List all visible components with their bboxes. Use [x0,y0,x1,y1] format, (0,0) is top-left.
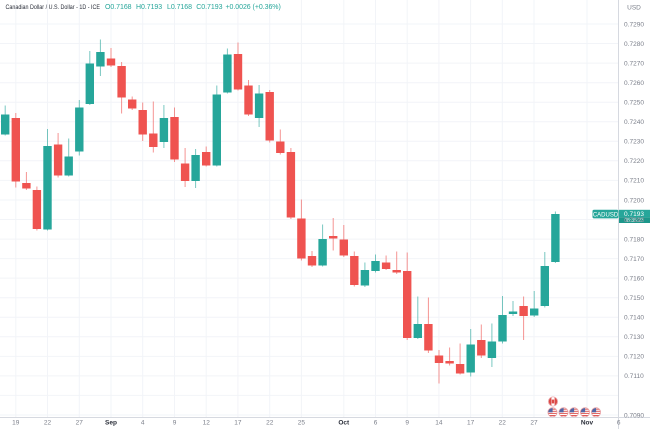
svg-text:6: 6 [617,420,621,427]
svg-text:08:35:23: 08:35:23 [624,218,644,224]
svg-text:17: 17 [234,420,242,427]
svg-text:27: 27 [530,420,538,427]
svg-text:0.7110: 0.7110 [624,373,644,380]
svg-text:0.7290: 0.7290 [624,21,644,28]
svg-text:27: 27 [76,420,84,427]
svg-text:C0.7193: C0.7193 [196,4,222,11]
svg-text:Canadian Dollar / U.S. Dollar: Canadian Dollar / U.S. Dollar - 1D - ICE [6,4,101,11]
svg-text:0.7200: 0.7200 [624,197,644,204]
svg-text:L0.7168: L0.7168 [167,4,192,11]
svg-text:12: 12 [203,420,211,427]
svg-text:0.7270: 0.7270 [624,60,644,67]
svg-text:0.7090: 0.7090 [624,412,644,419]
svg-text:0.7220: 0.7220 [624,158,644,165]
svg-text:0.7190: 0.7190 [624,217,644,224]
svg-text:0.7130: 0.7130 [624,334,644,341]
svg-text:H0.7193: H0.7193 [136,4,162,11]
svg-text:0.7250: 0.7250 [624,100,644,107]
svg-text:17: 17 [467,420,475,427]
svg-text:0.7170: 0.7170 [624,256,644,263]
svg-text:0.7180: 0.7180 [624,236,644,243]
svg-text:0.7140: 0.7140 [624,315,644,322]
svg-text:0.7260: 0.7260 [624,80,644,87]
svg-text:0.7150: 0.7150 [624,295,644,302]
svg-text:0.7160: 0.7160 [624,275,644,282]
svg-text:22: 22 [266,420,274,427]
svg-text:25: 25 [298,420,306,427]
svg-text:0.7230: 0.7230 [624,139,644,146]
svg-text:0.7240: 0.7240 [624,119,644,126]
svg-text:0.7280: 0.7280 [624,41,644,48]
svg-text:Oct: Oct [338,420,350,427]
svg-text:9: 9 [405,420,409,427]
svg-text:0.7120: 0.7120 [624,354,644,361]
svg-text:14: 14 [435,420,443,427]
svg-text:9: 9 [173,420,177,427]
svg-text:Sep: Sep [105,420,117,427]
svg-text:CADUSD: CADUSD [593,212,619,218]
svg-text:+0.0026 (+0.36%): +0.0026 (+0.36%) [226,4,281,11]
svg-text:22: 22 [44,420,52,427]
svg-text:O0.7168: O0.7168 [105,4,132,11]
svg-text:22: 22 [499,420,507,427]
svg-text:Nov: Nov [581,420,594,427]
svg-text:0.7210: 0.7210 [624,178,644,185]
svg-text:USD: USD [627,4,641,11]
svg-text:4: 4 [141,420,145,427]
svg-text:0.7193: 0.7193 [624,211,644,218]
svg-text:19: 19 [12,420,20,427]
svg-text:6: 6 [374,420,378,427]
